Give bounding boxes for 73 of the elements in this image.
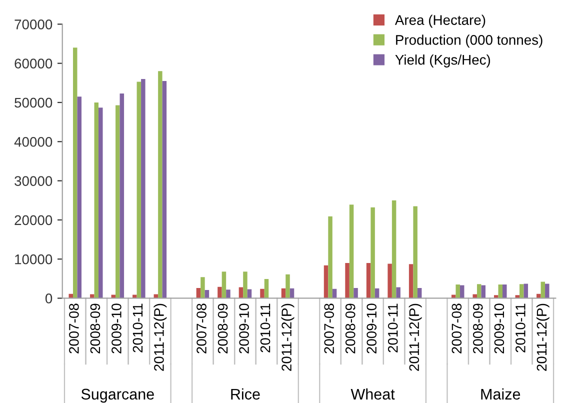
text: Maize	[481, 388, 520, 400]
bar	[94, 102, 99, 298]
x-tick-label: 2009-10	[494, 304, 504, 354]
bar	[264, 279, 269, 298]
legend-label: Area (Hectare)	[394, 14, 486, 28]
x-tick-label: 2011-12(P)	[281, 304, 294, 371]
bar	[476, 284, 482, 298]
x-tick-label: 2010-11	[132, 304, 143, 352]
bar	[243, 272, 248, 298]
x-tick-label: 2011-12(P)	[408, 304, 422, 371]
bar	[545, 284, 550, 298]
bar	[260, 288, 264, 298]
x-tick-label: 2010-11	[260, 304, 270, 352]
bar	[345, 262, 350, 298]
x-tick-label: 2007-08	[196, 304, 206, 354]
text: Wheat	[350, 388, 395, 400]
bar	[218, 286, 222, 298]
legend-label: Production (000 tonnes)	[396, 34, 542, 48]
x-tick-label: 2009-10	[366, 304, 377, 354]
bar	[136, 82, 142, 298]
bar	[324, 265, 328, 298]
bar	[396, 287, 400, 298]
x-tick-label: 2011-12(P)	[536, 304, 550, 371]
bar	[408, 264, 414, 298]
y-tick-label: 30000	[14, 176, 52, 186]
bar	[349, 204, 354, 298]
y-tick-label: 0	[45, 294, 52, 304]
y-tick-label: 10000	[15, 254, 52, 264]
bar	[524, 284, 528, 298]
bar	[481, 285, 486, 298]
bar	[158, 71, 162, 298]
bar	[413, 206, 418, 298]
bar	[328, 216, 332, 298]
x-tick-label: 2008-09	[345, 304, 356, 354]
bar	[520, 284, 524, 298]
x-tick-label: 2011-12(P)	[154, 304, 167, 371]
text: Rice	[231, 388, 260, 400]
x-tick-label: 2009-10	[112, 304, 122, 354]
bar	[73, 48, 78, 298]
bar	[226, 290, 230, 298]
x-tick-label: 2007-08	[69, 304, 79, 354]
x-tick-label: 2007-08	[324, 304, 334, 354]
x-tick-label: 2008-09	[90, 304, 100, 354]
y-tick-label: 20000	[14, 215, 52, 226]
bar	[77, 96, 82, 298]
y-tick-label: 40000	[14, 136, 52, 147]
bar	[222, 272, 226, 298]
y-tick-label: 70000	[14, 20, 52, 30]
bar	[388, 264, 392, 298]
bar	[162, 80, 167, 298]
x-tick-label: 2008-09	[473, 304, 483, 354]
bar	[354, 288, 358, 298]
bar	[98, 108, 103, 298]
y-tick-label: 60000	[14, 58, 52, 68]
legend-label: Yield (Kgs/Hec)	[395, 54, 490, 68]
x-tick-label: 2008-09	[218, 304, 228, 354]
bar	[200, 277, 205, 298]
text: Sugarcane	[81, 388, 154, 403]
bar	[366, 262, 371, 298]
x-tick-label: 2010-11	[516, 304, 526, 352]
bar	[502, 284, 507, 298]
bar	[286, 274, 290, 298]
x-tick-label: 2010-11	[388, 304, 398, 352]
y-tick-label: 50000	[14, 98, 52, 108]
x-tick-label: 2007-08	[452, 304, 462, 354]
bar	[120, 93, 124, 298]
bar	[370, 207, 375, 298]
x-tick-label: 2009-10	[239, 304, 249, 354]
bar	[132, 294, 137, 298]
bar	[392, 200, 396, 298]
bar	[116, 105, 120, 298]
bar	[456, 284, 460, 298]
bar	[141, 78, 146, 298]
